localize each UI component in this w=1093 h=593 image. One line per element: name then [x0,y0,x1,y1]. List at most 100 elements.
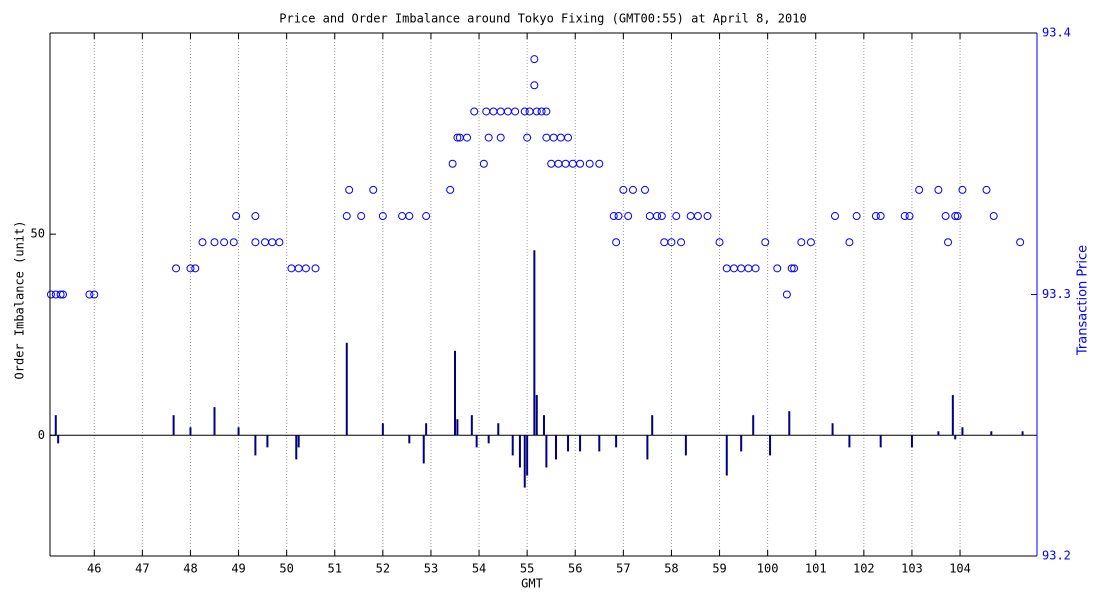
price-marker [737,264,746,273]
price-marker [85,290,94,299]
price-marker [715,238,724,247]
price-marker [941,212,950,221]
price-marker [614,212,623,221]
bar [453,350,456,436]
price-marker [56,290,65,299]
x-tick-label: 53 [424,562,438,576]
x-tick-label: 59 [712,562,726,576]
y2-tick-label: 93.4 [1042,26,1071,40]
price-marker [568,159,577,168]
price-marker [191,264,200,273]
price-marker [686,212,695,221]
x-tick-label: 56 [568,562,582,576]
bar [651,415,654,436]
x-tick-label: 48 [183,562,197,576]
bar [475,435,478,448]
x-tick-label: 55 [520,562,534,576]
price-marker [496,107,505,116]
price-marker [660,238,669,247]
bar [879,435,882,448]
bar [910,435,913,448]
bar [788,411,791,436]
price-marker [537,107,546,116]
price-marker [530,55,539,64]
price-marker [1016,238,1025,247]
bar [254,435,257,456]
bar [408,435,411,444]
price-marker [520,107,529,116]
bar [567,435,570,452]
price-marker [530,81,539,90]
bar [213,407,216,436]
bar [533,250,536,436]
price-marker [446,185,455,194]
price-marker [251,212,260,221]
bar [1021,431,1024,436]
price-marker [398,212,407,221]
price-marker [609,212,618,221]
price-marker [951,212,960,221]
price-marker [232,212,241,221]
price-marker [463,133,472,142]
bar [470,415,473,436]
price-marker [378,212,387,221]
price-marker [422,212,431,221]
price-marker [268,238,277,247]
price-marker [677,238,686,247]
price-marker [542,133,551,142]
bar [646,435,649,460]
price-marker [729,264,738,273]
price-marker [448,159,457,168]
bar [555,435,558,460]
x-tick-label: 57 [616,562,630,576]
price-marker [453,133,462,142]
price-marker [989,212,998,221]
price-marker [484,133,493,142]
price-marker [797,238,806,247]
price-marker [369,185,378,194]
price-marker [953,212,962,221]
bar [545,435,548,468]
x-tick-label: 47 [135,562,149,576]
price-marker [482,107,491,116]
price-marker [595,159,604,168]
price-marker [287,264,296,273]
x-tick-label: 51 [328,562,342,576]
price-marker [198,238,207,247]
price-marker [982,185,991,194]
price-marker [612,238,621,247]
price-marker [210,238,219,247]
bar [297,435,300,448]
bar [189,427,192,436]
price-marker [542,107,551,116]
price-marker [722,264,731,273]
price-marker [773,264,782,273]
x-tick-label: 54 [472,562,486,576]
bar [725,435,728,476]
price-marker [275,238,284,247]
bar [831,423,834,436]
price-marker [782,290,791,299]
bar [535,395,538,436]
bar [740,435,743,452]
price-marker [261,238,270,247]
price-marker [585,159,594,168]
x-tick-label: 100 [757,562,779,576]
y2-tick-label: 93.3 [1042,287,1071,301]
price-marker [342,212,351,221]
price-marker [470,107,479,116]
price-marker [876,212,885,221]
bar [526,435,529,476]
price-marker [405,212,414,221]
chart-title: Price and Order Imbalance around Tokyo F… [279,12,806,26]
price-marker [172,264,181,273]
bar [511,435,514,456]
price-marker [852,212,861,221]
price-marker [46,290,55,299]
price-marker [301,264,310,273]
price-marker [915,185,924,194]
price-marker [761,238,770,247]
x-axis-label: GMT [521,577,543,591]
bar [456,419,459,436]
